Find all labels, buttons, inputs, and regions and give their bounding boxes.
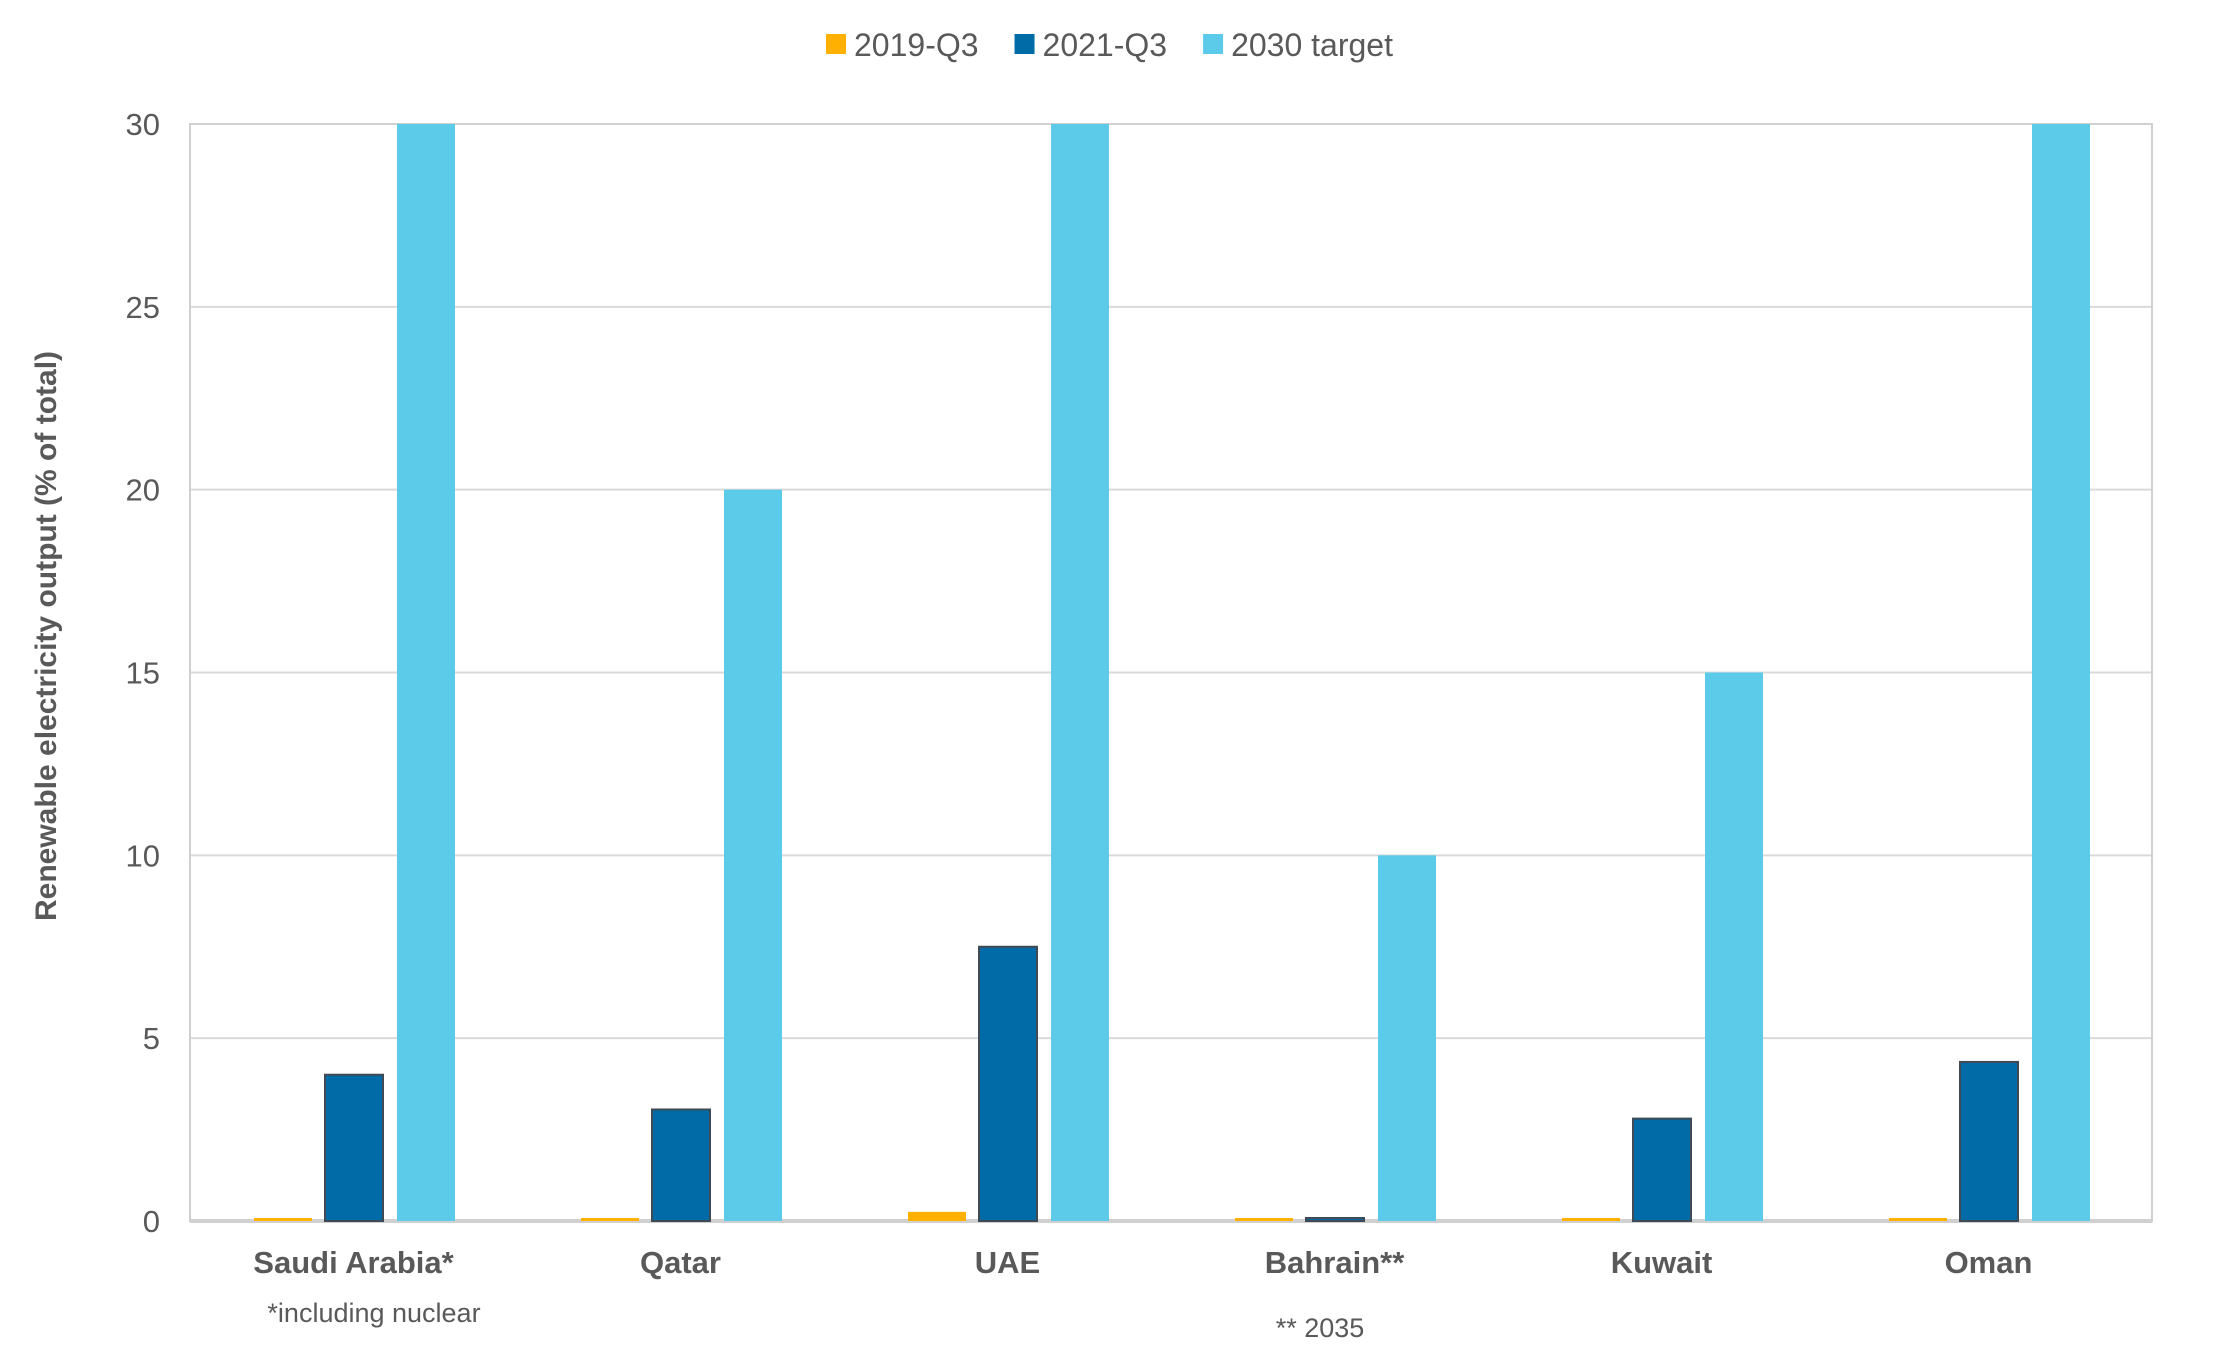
x-tick-label: Oman (1945, 1245, 2033, 1280)
x-tick-label: Qatar (640, 1245, 721, 1280)
annotation-2035: ** 2035 (1276, 1313, 1365, 1340)
y-tick-label: 20 (126, 473, 160, 508)
bar-2019-q3 (254, 1218, 312, 1221)
bar-2021-q3 (1959, 1060, 2019, 1223)
legend-item: 2030 target (1203, 27, 1393, 63)
bar-2030-target (1051, 124, 1109, 1221)
y-axis-label: Renewable electricity output (% of total… (30, 351, 63, 921)
bar-2021-q3 (651, 1108, 711, 1223)
bar-2021-q3 (978, 945, 1038, 1222)
y-tick-label: 10 (126, 838, 160, 873)
bar-2030-target (397, 124, 455, 1221)
gridlines (189, 123, 2153, 1223)
bar-2019-q3 (1889, 1218, 1947, 1221)
legend-swatch (1203, 34, 1224, 54)
x-tick-label: Bahrain** (1265, 1245, 1405, 1280)
x-tick-label: Saudi Arabia* (253, 1245, 454, 1280)
x-tick-label: Kuwait (1611, 1245, 1713, 1280)
legend-label: 2021-Q3 (1043, 27, 1168, 63)
legend-swatch (826, 34, 846, 54)
bar-2030-target (1705, 672, 1763, 1221)
y-tick-label: 30 (126, 107, 160, 142)
x-tick-label: UAE (975, 1245, 1040, 1280)
x-axis-ticks: Saudi Arabia* Qatar UAE Bahrain** Kuwait Oman (253, 1245, 2032, 1280)
bar-2019-q3 (581, 1218, 639, 1221)
bar-2021-q3 (1632, 1117, 1692, 1222)
bar-2030-target (1378, 855, 1436, 1221)
legend-swatch (1014, 34, 1035, 54)
legend: 2019-Q3 2021-Q3 2030 target (826, 27, 1393, 63)
bar-2019-q3 (1562, 1218, 1620, 1221)
legend-item: 2019-Q3 (826, 27, 979, 63)
y-tick-label: 15 (126, 656, 160, 691)
legend-item: 2021-Q3 (1014, 27, 1168, 63)
bar-2019-q3 (908, 1211, 966, 1221)
y-tick-label: 0 (143, 1204, 160, 1239)
annotation-including-nuclear: *including nuclear (267, 1298, 480, 1328)
bar-2021-q3 (324, 1073, 384, 1222)
y-axis-ticks: 0 5 10 15 20 25 30 (126, 107, 160, 1239)
legend-label: 2030 target (1231, 27, 1393, 63)
bars (254, 124, 2090, 1223)
y-tick-label: 25 (126, 290, 160, 325)
bar-2019-q3 (1235, 1218, 1293, 1221)
bar-2021-q3 (1305, 1217, 1365, 1222)
y-tick-label: 5 (143, 1021, 160, 1056)
bar-2030-target (724, 489, 782, 1222)
bar-2030-target (2032, 124, 2090, 1221)
legend-label: 2019-Q3 (854, 27, 979, 63)
